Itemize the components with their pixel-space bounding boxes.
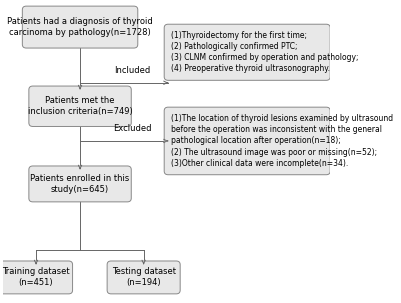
FancyBboxPatch shape xyxy=(164,107,330,175)
Text: Patients met the
inclusion criteria(n=749): Patients met the inclusion criteria(n=74… xyxy=(28,96,132,116)
Text: Patients had a diagnosis of thyroid
carcinoma by pathology(n=1728): Patients had a diagnosis of thyroid carc… xyxy=(7,17,153,37)
Text: Patients enrolled in this
study(n=645): Patients enrolled in this study(n=645) xyxy=(30,174,130,194)
FancyBboxPatch shape xyxy=(107,261,180,294)
FancyBboxPatch shape xyxy=(164,24,330,80)
FancyBboxPatch shape xyxy=(29,166,131,202)
FancyBboxPatch shape xyxy=(29,86,131,126)
Text: (1)The location of thyroid lesions examined by ultrasound
before the operation w: (1)The location of thyroid lesions exami… xyxy=(171,114,393,168)
FancyBboxPatch shape xyxy=(0,261,73,294)
FancyBboxPatch shape xyxy=(22,6,138,48)
Text: Training dataset
(n=451): Training dataset (n=451) xyxy=(2,267,70,288)
Text: Included: Included xyxy=(114,66,150,75)
Text: Testing dataset
(n=194): Testing dataset (n=194) xyxy=(111,267,176,288)
Text: Excluded: Excluded xyxy=(113,125,152,133)
Text: (1)Thyroidectomy for the first time;
(2) Pathologically confirmed PTC;
(3) CLNM : (1)Thyroidectomy for the first time; (2)… xyxy=(171,31,358,73)
